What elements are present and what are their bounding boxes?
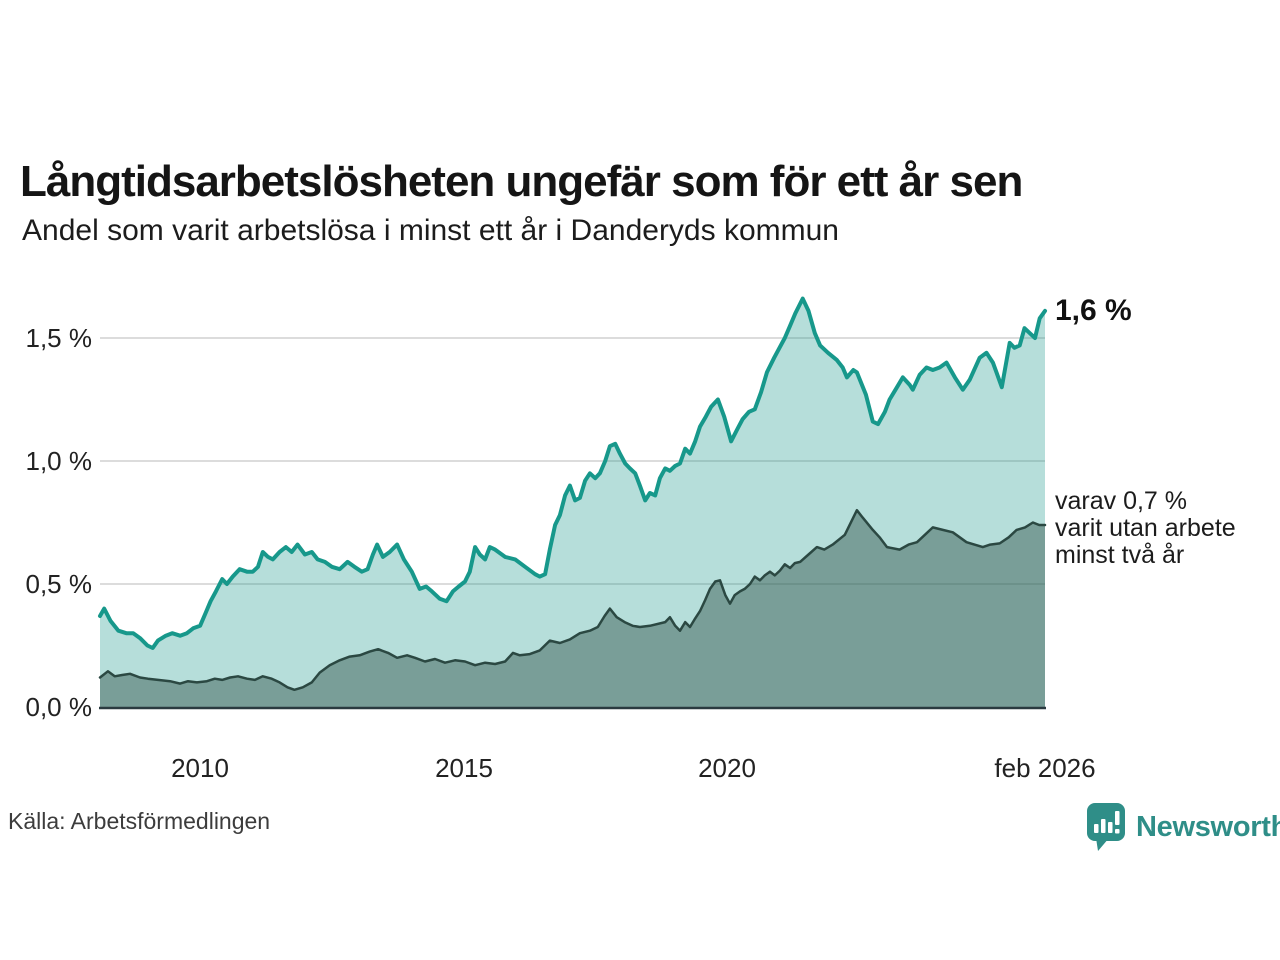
y-tick-labels: 1,5 % 1,0 % 0,5 % 0,0 % [26,323,93,722]
gridlines [100,337,1045,585]
y-tick-label: 1,5 % [26,323,93,353]
x-tick-label: 2015 [435,753,493,783]
line-minst-ett-ar [98,296,1047,650]
newsworthy-logo-text: Newsworthy [1136,810,1280,843]
annotation-two-years-line1: varav 0,7 % [1055,487,1188,515]
y-tick-label: 1,0 % [26,446,93,476]
chart-subtitle: Andel som varit arbetslösa i minst ett å… [22,214,839,247]
annotation-two-years-line2: varit utan arbete [1055,514,1236,542]
line-minst-tva-ar [98,508,1047,692]
source-label: Källa: Arbetsförmedlingen [8,808,271,834]
newsworthy-bubble-chart-icon [1087,803,1125,851]
page-title: Långtidsarbetslösheten ungefär som för e… [20,157,1023,207]
y-tick-label: 0,5 % [26,569,93,599]
annotation-latest-total: 1,6 % [1055,294,1132,327]
annotation-two-years-line3: minst två år [1055,541,1185,569]
newsworthy-logo: Newsworthy [1086,802,1280,852]
area-minst-tva-ar [100,510,1045,707]
y-tick-label: 0,0 % [26,692,93,722]
annotation-two-years: varav 0,7 % varit utan arbete minst två … [1055,488,1236,569]
x-tick-label: 2020 [698,753,756,783]
x-tick-labels: 2010 2015 2020 feb 2026 [171,753,1096,783]
x-tick-label: 2010 [171,753,229,783]
x-tick-label: feb 2026 [994,753,1095,783]
area-minst-ett-ar [100,298,1045,707]
